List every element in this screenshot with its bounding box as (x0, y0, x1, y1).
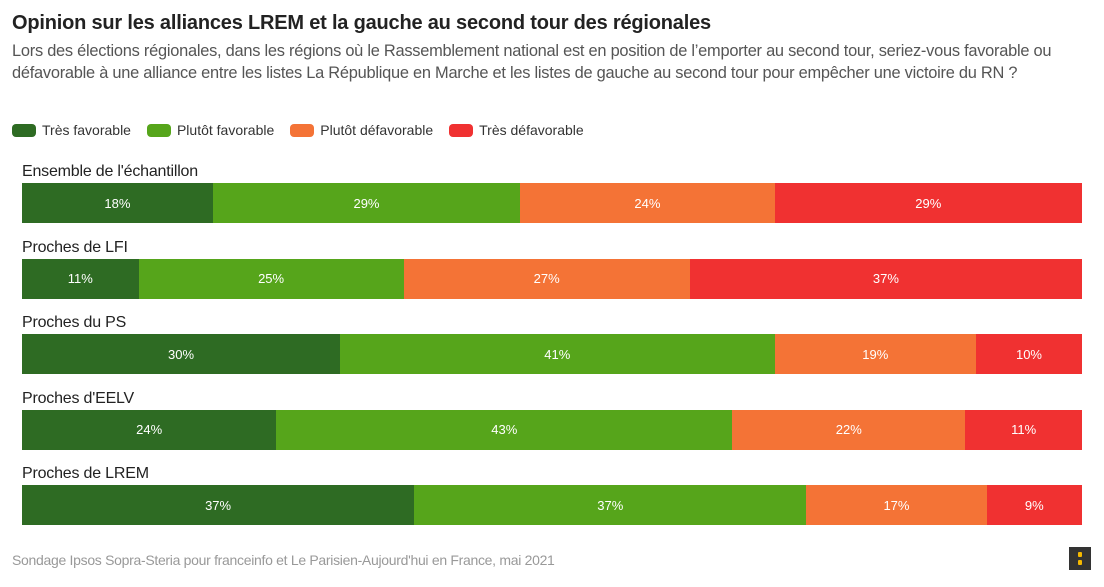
legend-label: Plutôt défavorable (320, 122, 434, 138)
data-label: 37% (205, 497, 232, 513)
chart-subtitle: Lors des élections régionales, dans les … (12, 42, 1052, 82)
bar-segment[interactable]: 11% (965, 409, 1082, 450)
category-label: Proches de LFI (22, 238, 128, 256)
stacked-bar: 37% 37% 17% 9% (22, 485, 1082, 525)
bar-segment[interactable]: 22% (732, 409, 966, 450)
bar-segment[interactable]: 25% (138, 258, 404, 299)
bar-row: Ensemble de l'échantillon 18% 29% 24% 29% (22, 160, 1082, 236)
category-label: Ensemble de l'échantillon (22, 163, 198, 180)
stacked-bar: 18% 29% 24% 29% (22, 183, 1082, 223)
legend-item[interactable]: Très défavorable (449, 122, 584, 138)
bar-segment[interactable]: 17% (806, 485, 987, 525)
bar-segment[interactable]: 29% (212, 183, 521, 223)
bar-segment[interactable]: 19% (774, 334, 976, 374)
bar-segment[interactable]: 30% (22, 334, 340, 374)
legend-item[interactable]: Très favorable (12, 122, 131, 138)
bar-segment[interactable]: 41% (340, 334, 775, 374)
data-label: 43% (491, 422, 518, 437)
bar-segment[interactable]: 9% (986, 485, 1082, 525)
bar-segment[interactable]: 29% (774, 183, 1082, 223)
bar-segment[interactable]: 37% (22, 485, 415, 525)
bar-segment[interactable]: 37% (414, 485, 807, 525)
bar-segment[interactable]: 10% (975, 334, 1082, 374)
bar-row: Proches du PS 30% 41% 19% 10% (22, 311, 1082, 387)
data-label: 19% (862, 346, 889, 362)
bar-row: Proches d'EELV 24% 43% 22% 11% (22, 387, 1082, 463)
data-label: 24% (136, 422, 163, 437)
bar-chart: Ensemble de l'échantillon 18% 29% 24% 29% Pro… (22, 160, 1082, 538)
stacked-bar: 11% 25% 27% 37% (22, 258, 1082, 299)
legend-swatch (12, 123, 36, 137)
category-label: Proches d'EELV (22, 389, 135, 407)
bar-segment[interactable]: 18% (22, 183, 213, 223)
legend-swatch (449, 123, 474, 137)
data-label: 11% (1011, 422, 1037, 437)
legend-swatch (146, 123, 171, 137)
brand-logo-icon[interactable] (1069, 547, 1091, 570)
legend-label: Très favorable (42, 122, 131, 138)
data-label: 29% (353, 195, 380, 211)
data-label: 22% (835, 422, 862, 437)
data-label: 18% (104, 195, 131, 211)
legend-item[interactable]: Plutôt défavorable (290, 122, 433, 138)
bar-segment[interactable]: 37% (689, 258, 1082, 299)
data-label: 27% (533, 271, 560, 286)
category-label: Proches du PS (22, 314, 127, 331)
data-label: 37% (872, 271, 899, 286)
bar-row: Proches de LREM 37% 37% 17% 9% (22, 462, 1082, 538)
data-label: 10% (1015, 346, 1042, 362)
bar-row: Proches de LFI 11% 25% 27% 37% (22, 236, 1082, 312)
data-label: 11% (67, 271, 93, 286)
data-label: 17% (883, 497, 910, 513)
bar-segment[interactable]: 27% (403, 258, 690, 299)
bar-segment[interactable]: 43% (276, 409, 733, 450)
legend-swatch (290, 123, 315, 137)
legend-item[interactable]: Plutôt favorable (146, 122, 275, 138)
logo-dot (1078, 560, 1082, 565)
bar-segment[interactable]: 11% (22, 258, 139, 299)
legend-label: Très défavorable (479, 122, 584, 138)
data-label: 30% (167, 346, 195, 362)
logo-dot (1078, 552, 1082, 557)
bar-segment[interactable]: 24% (520, 183, 775, 223)
chart-title: Opinion sur les alliances LREM et la gau… (12, 12, 711, 34)
stacked-bar: 30% 41% 19% 10% (22, 334, 1082, 374)
stacked-bar: 24% 43% 22% 11% (22, 409, 1082, 450)
data-label: 9% (1024, 497, 1044, 513)
bar-segment[interactable]: 24% (22, 409, 277, 450)
data-label: 29% (915, 195, 942, 211)
source-note: Sondage Ipsos Sopra-Steria pour francein… (12, 552, 555, 568)
legend: Très favorable Plutôt favorable Plutôt déf… (12, 122, 600, 138)
data-label: 25% (258, 271, 285, 286)
data-label: 24% (634, 195, 661, 211)
data-label: 41% (544, 346, 571, 362)
legend-label: Plutôt favorable (176, 122, 275, 138)
data-label: 37% (597, 497, 624, 513)
category-label: Proches de LREM (22, 465, 149, 482)
